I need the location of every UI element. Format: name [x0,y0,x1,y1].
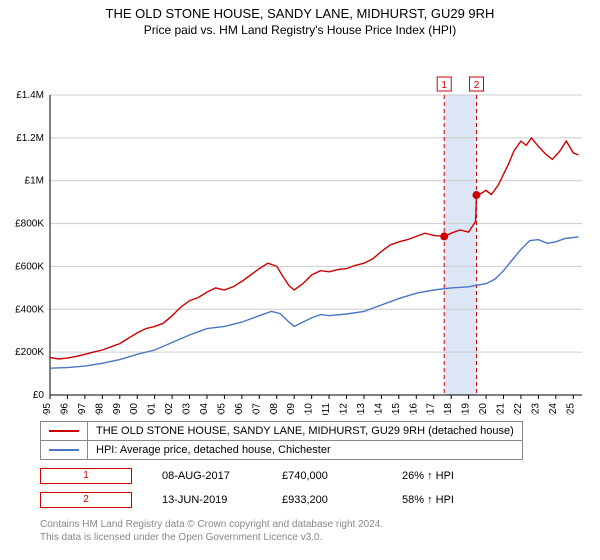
svg-text:2003: 2003 [182,403,193,415]
legend-swatch-subject [49,430,79,432]
svg-text:2006: 2006 [234,403,245,415]
svg-text:2017: 2017 [426,403,437,415]
observation-marker: 2 [40,492,132,508]
svg-text:2021: 2021 [496,403,507,415]
observation-date: 13-JUN-2019 [162,494,252,506]
observation-row: 1 08-AUG-2017 £740,000 26% ↑ HPI [40,468,600,484]
svg-text:2014: 2014 [373,403,384,415]
credit-line-2: This data is licensed under the Open Gov… [40,531,600,544]
svg-text:2022: 2022 [513,403,524,415]
observation-date: 08-AUG-2017 [162,470,252,482]
legend-swatch-hpi [49,449,79,451]
credit-line-1: Contains HM Land Registry data © Crown c… [40,518,600,531]
observation-delta: 26% ↑ HPI [402,470,492,482]
line-chart: £0 £200K £400K £600K £800K £1M £1.2M £1.4M 1995 1… [0,43,600,415]
svg-text:2010: 2010 [304,403,315,415]
svg-text:2: 2 [474,80,480,91]
svg-text:2007: 2007 [251,403,262,415]
observation-delta: 58% ↑ HPI [402,494,492,506]
svg-text:2002: 2002 [164,403,175,415]
legend-row-subject: THE OLD STONE HOUSE, SANDY LANE, MIDHURS… [41,422,523,441]
svg-text:2016: 2016 [408,403,419,415]
svg-text:£400K: £400K [15,304,44,315]
chart-subtitle: Price paid vs. HM Land Registry's House … [0,23,600,37]
svg-text:£800K: £800K [15,219,44,230]
svg-text:2019: 2019 [461,403,472,415]
observation-price: £740,000 [282,470,372,482]
chart-title: THE OLD STONE HOUSE, SANDY LANE, MIDHURS… [0,6,600,21]
legend-row-hpi: HPI: Average price, detached house, Chic… [41,441,523,460]
svg-text:£1.4M: £1.4M [16,90,44,101]
svg-text:2023: 2023 [530,403,541,415]
svg-text:1998: 1998 [94,403,105,415]
observation-row: 2 13-JUN-2019 £933,200 58% ↑ HPI [40,492,600,508]
svg-text:£0: £0 [33,390,45,401]
svg-text:2024: 2024 [548,403,559,415]
observation-marker: 1 [40,468,132,484]
svg-text:2009: 2009 [286,403,297,415]
svg-text:£1M: £1M [25,176,44,187]
svg-text:2025: 2025 [565,403,576,415]
svg-text:2000: 2000 [129,403,140,415]
svg-text:£200K: £200K [15,347,44,358]
svg-text:2020: 2020 [478,403,489,415]
chart-titles: THE OLD STONE HOUSE, SANDY LANE, MIDHURS… [0,6,600,37]
observation-price: £933,200 [282,494,372,506]
svg-text:1: 1 [441,80,447,91]
svg-text:2012: 2012 [339,403,350,415]
legend-label-subject: THE OLD STONE HOUSE, SANDY LANE, MIDHURS… [88,422,523,441]
observations-table: 1 08-AUG-2017 £740,000 26% ↑ HPI 2 13-JUN-201… [0,468,600,508]
svg-text:2013: 2013 [356,403,367,415]
svg-text:2015: 2015 [391,403,402,415]
svg-text:2018: 2018 [443,403,454,415]
svg-text:1999: 1999 [112,403,123,415]
svg-text:2008: 2008 [269,403,280,415]
legend-label-hpi: HPI: Average price, detached house, Chic… [88,441,523,460]
credit-text: Contains HM Land Registry data © Crown c… [40,518,600,544]
svg-text:1995: 1995 [42,403,53,415]
svg-text:£1.2M: £1.2M [16,133,44,144]
svg-text:1996: 1996 [59,403,70,415]
svg-text:2011: 2011 [321,403,332,415]
svg-text:2001: 2001 [147,403,158,415]
svg-text:1997: 1997 [77,403,88,415]
svg-text:2004: 2004 [199,403,210,415]
legend: THE OLD STONE HOUSE, SANDY LANE, MIDHURS… [40,421,523,460]
svg-text:2005: 2005 [216,403,227,415]
svg-text:£600K: £600K [15,261,44,272]
chart-container: THE OLD STONE HOUSE, SANDY LANE, MIDHURS… [0,6,600,544]
